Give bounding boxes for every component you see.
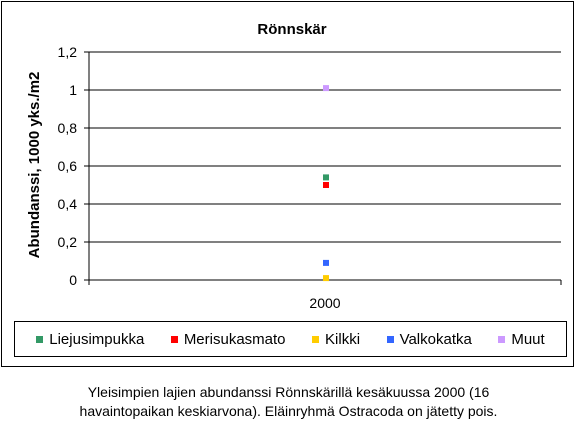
y-tick-label: 0 [69,272,77,288]
y-tick-label: 1 [69,82,77,98]
legend-swatch [36,335,44,343]
chart-frame: Rönnskär Abundanssi, 1000 yks./m2 0 0,2 0,… [1,1,574,367]
caption-line-1: Yleisimpien lajien abundanssi Rönnskäril… [87,384,490,400]
legend-label: Liejusimpukka [49,330,145,348]
data-point-valkokatka [323,259,329,266]
legend-label: Muut [511,330,545,348]
y-tick-label: 0,4 [58,196,78,212]
y-axis-title: Abundanssi, 1000 yks./m2 [26,72,43,259]
chart-svg: Rönnskär Abundanssi, 1000 yks./m2 0 0,2 0,… [26,21,562,311]
legend-swatch [386,335,394,343]
axis-layer: 0 0,2 0,4 0,6 0,8 1 1,2 2000 [58,44,562,311]
legend-label: Kilkki [325,330,361,348]
y-tick-label: 0,2 [58,234,78,250]
caption-line-2: havaintopaikan keskiarvona). Eläinryhmä … [79,403,498,419]
legend-swatch [170,335,178,343]
marks-layer [323,85,329,282]
legend-label: Merisukasmato [183,330,286,348]
data-point-muut [323,85,329,92]
legend-item: Valkokatka [386,330,472,348]
data-point-kilkki [323,275,329,282]
data-point-merisukasmato [323,182,329,188]
legend-item: Merisukasmato [170,330,286,348]
chart-title: Rönnskär [257,21,326,38]
y-tick-label: 0,8 [58,120,78,136]
legend-item: Kilkki [312,331,360,348]
legend-label: Valkokatka [399,330,472,348]
x-tick-label: 2000 [309,295,340,311]
legend-item: Muut [498,330,545,348]
caption: Yleisimpien lajien abundanssi Rönnskäril… [0,383,577,421]
legend-swatch [498,335,506,343]
y-tick-label: 1,2 [58,44,78,60]
y-tick-label: 0,6 [58,158,78,174]
legend: Liejusimpukka Merisukasmato Kilkki Valkokat… [14,321,567,357]
legend-item: Liejusimpukka [36,331,144,348]
grid-layer [89,51,561,243]
data-point-liejusimpukka [323,174,329,181]
legend-swatch [312,335,320,343]
